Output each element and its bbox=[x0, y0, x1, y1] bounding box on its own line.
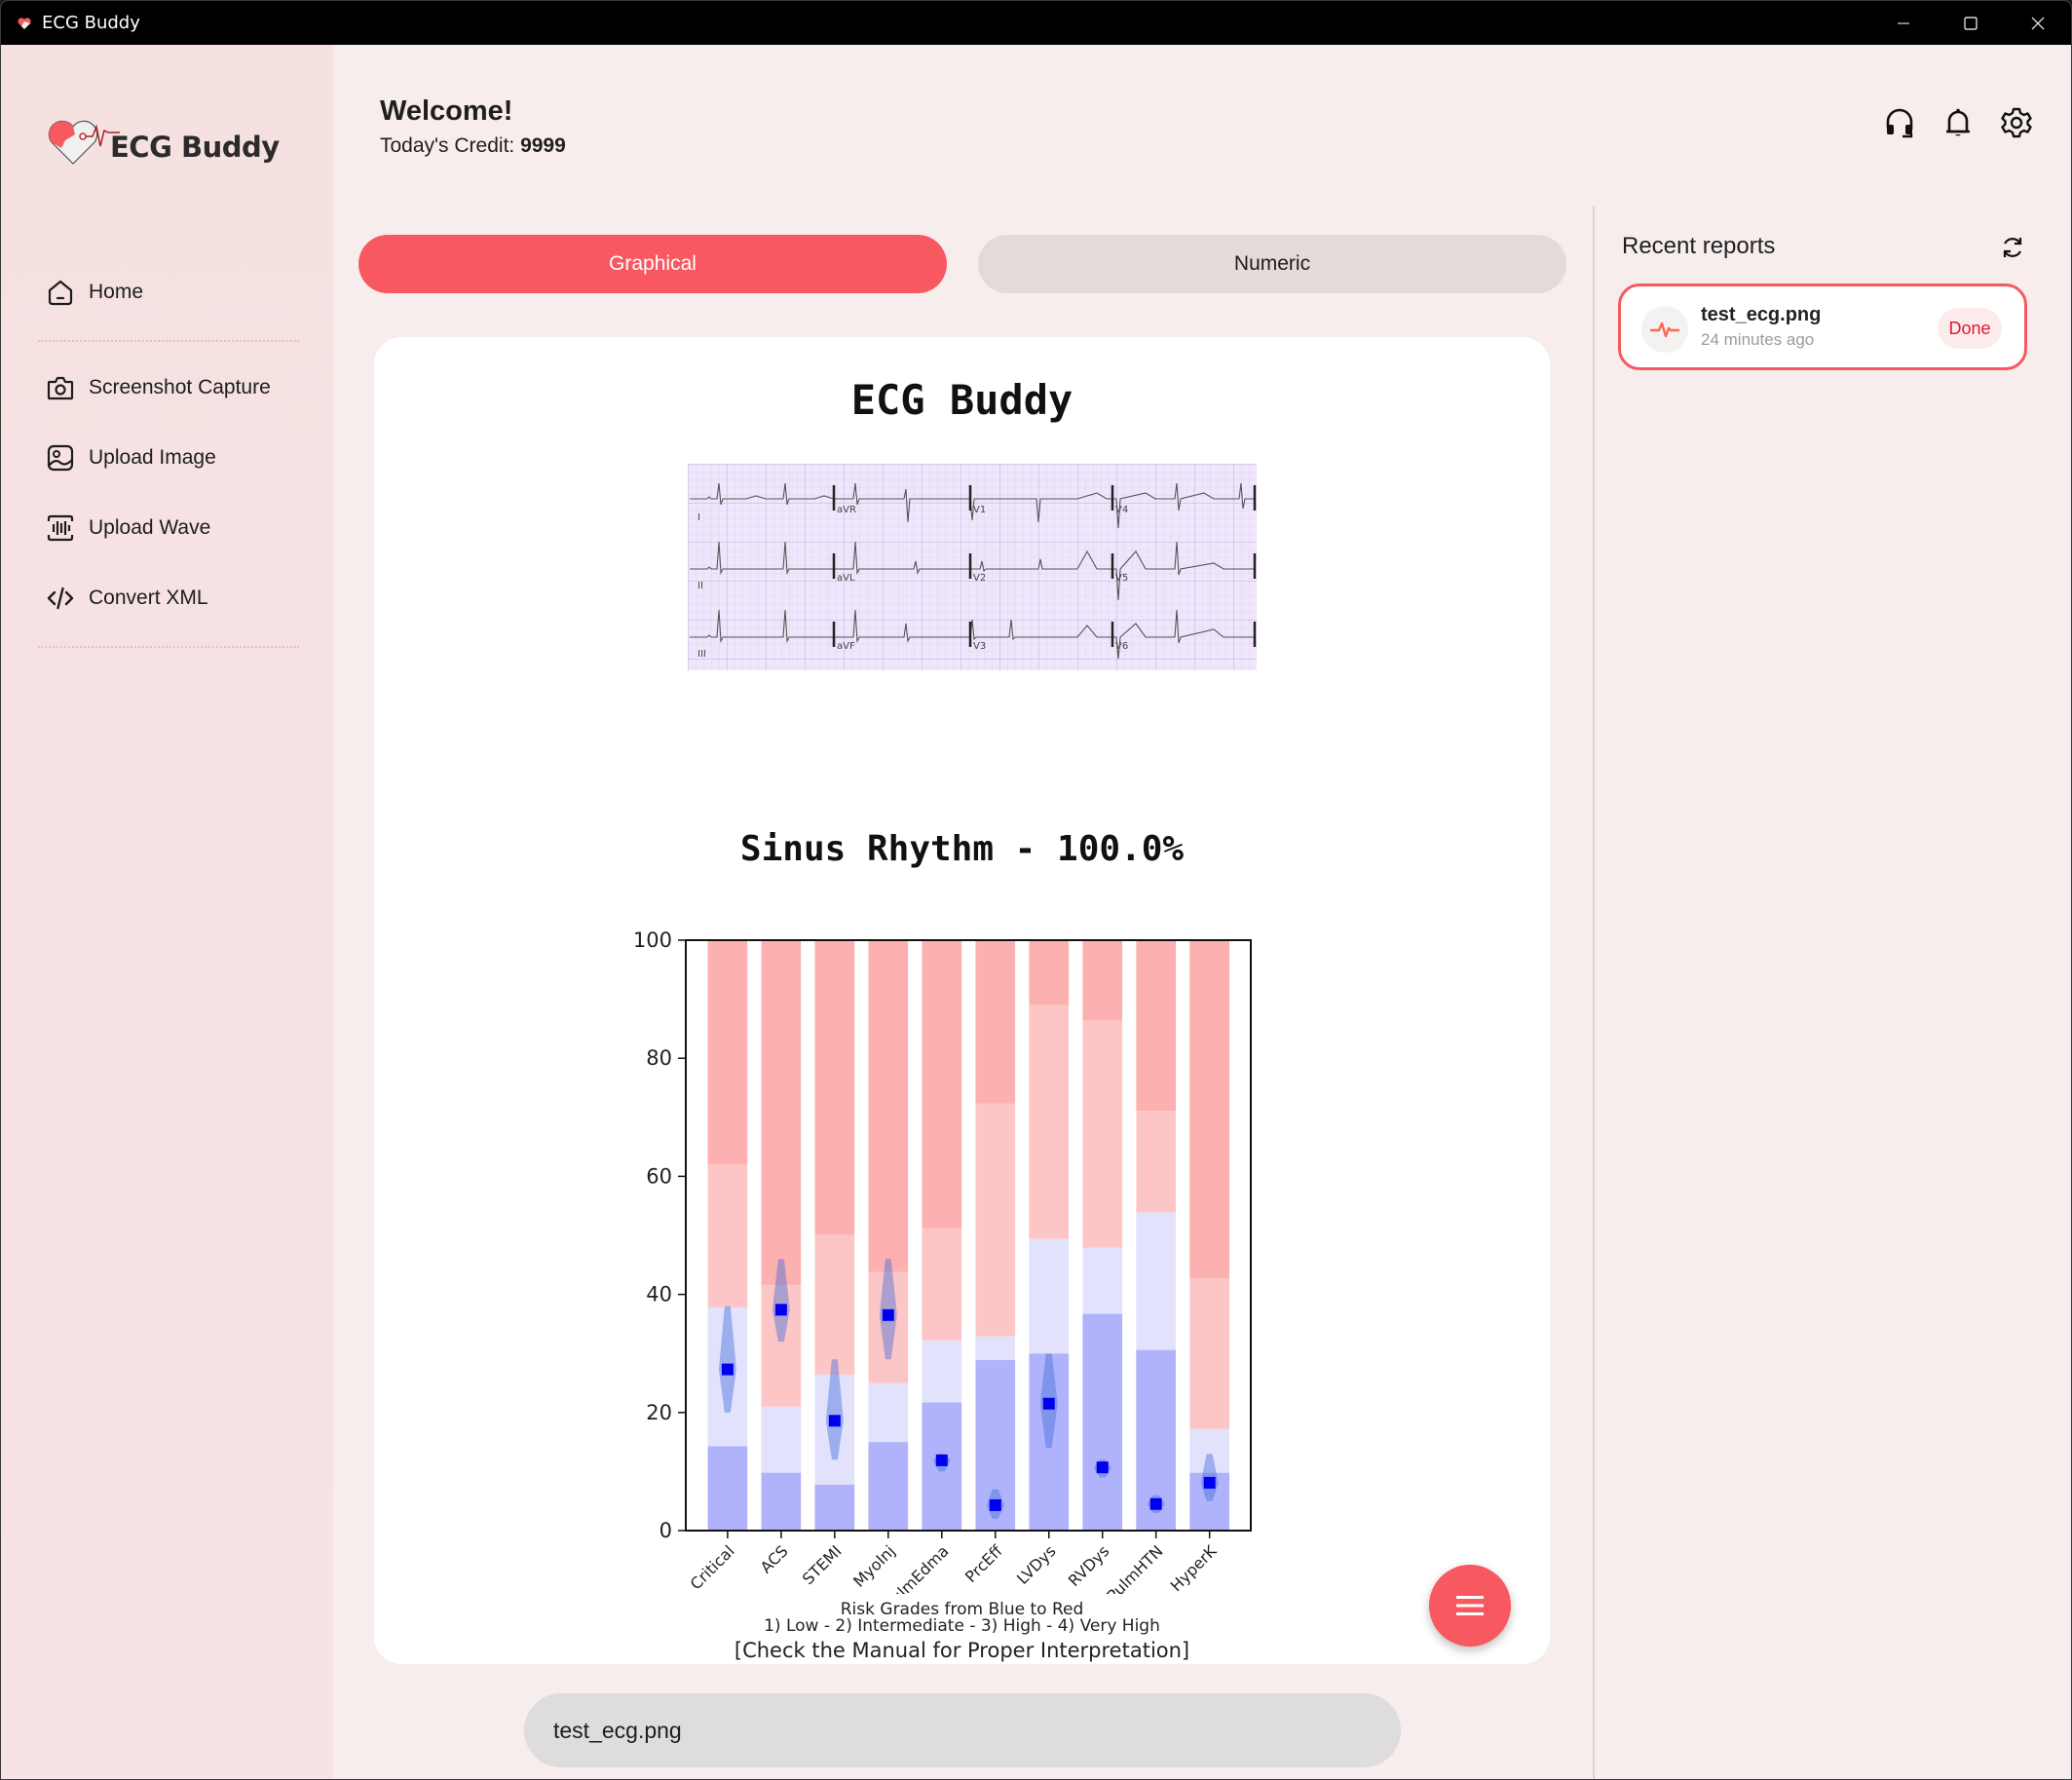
app-heart-icon bbox=[18, 17, 31, 29]
file-name-input[interactable] bbox=[524, 1693, 1401, 1767]
maximize-button[interactable] bbox=[1937, 1, 2004, 45]
refresh-button[interactable] bbox=[1998, 233, 2027, 262]
sidebar-item-upload-image[interactable]: Upload Image bbox=[46, 438, 216, 477]
svg-text:Critical: Critical bbox=[687, 1541, 738, 1593]
report-title: ECG Buddy bbox=[850, 376, 1074, 424]
svg-text:PulmHTN: PulmHTN bbox=[1103, 1541, 1166, 1594]
svg-text:20: 20 bbox=[646, 1401, 672, 1424]
svg-text:V4: V4 bbox=[1115, 505, 1128, 515]
recent-reports-panel: Recent reports test_ecg.png 24 minutes a… bbox=[1593, 206, 2071, 1779]
sidebar-divider bbox=[38, 340, 299, 342]
sidebar-item-label: Screenshot Capture bbox=[89, 376, 271, 398]
svg-text:III: III bbox=[697, 649, 706, 660]
svg-text:RVDys: RVDys bbox=[1065, 1541, 1113, 1590]
logo-heart-icon bbox=[48, 120, 120, 165]
heartbeat-icon bbox=[1650, 322, 1679, 338]
title-bar: ECG Buddy bbox=[1, 1, 2071, 45]
logo[interactable]: ECG Buddy bbox=[46, 113, 280, 168]
minimize-icon bbox=[1897, 22, 1909, 23]
ecg-lead-labels: I aVR V1 V4 II aVL V2 V5 III aVF V3 V6 bbox=[697, 505, 1128, 660]
svg-text:II: II bbox=[697, 581, 703, 591]
chart-bars bbox=[707, 940, 1230, 1531]
sidebar-item-home[interactable]: Home bbox=[46, 273, 143, 312]
svg-text:ACS: ACS bbox=[757, 1541, 792, 1576]
svg-text:V2: V2 bbox=[973, 573, 986, 584]
report-avatar bbox=[1641, 306, 1688, 353]
credit-text: Today's Credit: 9999 bbox=[380, 134, 566, 158]
svg-text:V6: V6 bbox=[1115, 641, 1128, 652]
chart-caption-grades: 1) Low - 2) Intermediate - 3) High - 4) … bbox=[764, 1616, 1160, 1636]
svg-text:aVF: aVF bbox=[837, 641, 855, 652]
svg-text:V5: V5 bbox=[1115, 573, 1128, 584]
close-button[interactable] bbox=[2004, 1, 2071, 45]
camera-icon bbox=[46, 373, 75, 402]
svg-text:100: 100 bbox=[633, 928, 672, 952]
sidebar: ECG Buddy Home Screenshot Capture Upload… bbox=[1, 45, 333, 1779]
tab-graphical[interactable]: Graphical bbox=[358, 235, 947, 293]
chart-caption-manual: [Check the Manual for Proper Interpretat… bbox=[734, 1639, 1190, 1662]
view-tabs: Graphical Numeric bbox=[358, 235, 1566, 293]
settings-button[interactable] bbox=[1999, 105, 2034, 140]
svg-text:V3: V3 bbox=[973, 641, 986, 652]
recent-reports-title: Recent reports bbox=[1622, 233, 1776, 259]
window-title: ECG Buddy bbox=[42, 13, 140, 33]
svg-text:80: 80 bbox=[646, 1046, 672, 1070]
sidebar-item-label: Home bbox=[89, 281, 144, 303]
svg-text:aVL: aVL bbox=[837, 573, 855, 584]
chart-caption-title: Risk Grades from Blue to Red bbox=[840, 1600, 1084, 1619]
svg-text:I: I bbox=[697, 512, 700, 523]
home-icon bbox=[46, 278, 75, 307]
sidebar-item-label: Upload Image bbox=[89, 446, 216, 469]
rhythm-title: Sinus Rhythm - 100.0% bbox=[739, 829, 1185, 869]
svg-text:aVR: aVR bbox=[837, 505, 856, 515]
svg-text:PrcEff: PrcEff bbox=[961, 1541, 1006, 1586]
welcome-heading: Welcome! bbox=[380, 95, 513, 127]
image-icon bbox=[46, 443, 75, 473]
minimize-button[interactable] bbox=[1869, 1, 1937, 45]
sidebar-item-upload-wave[interactable]: Upload Wave bbox=[46, 509, 210, 548]
sidebar-item-screenshot-capture[interactable]: Screenshot Capture bbox=[46, 368, 271, 407]
menu-icon bbox=[1456, 1596, 1484, 1615]
refresh-icon bbox=[2003, 238, 2022, 257]
svg-text:HyperK: HyperK bbox=[1167, 1541, 1221, 1594]
report-file-name: test_ecg.png bbox=[1701, 304, 1822, 325]
status-badge: Done bbox=[1938, 308, 2002, 349]
svg-text:LVDys: LVDys bbox=[1013, 1541, 1060, 1588]
svg-text:V1: V1 bbox=[973, 505, 986, 515]
support-button[interactable] bbox=[1882, 105, 1917, 140]
close-icon bbox=[2031, 17, 2044, 29]
svg-text:40: 40 bbox=[646, 1283, 672, 1307]
credit-label: Today's Credit: bbox=[380, 134, 521, 157]
recent-report-item[interactable]: test_ecg.png 24 minutes ago Done bbox=[1618, 284, 2027, 370]
credit-value: 9999 bbox=[520, 134, 566, 157]
sidebar-item-label: Convert XML bbox=[89, 587, 208, 609]
waveform-icon bbox=[46, 513, 75, 543]
notifications-button[interactable] bbox=[1940, 105, 1976, 140]
maximize-icon bbox=[1963, 16, 1978, 30]
sidebar-divider bbox=[38, 646, 299, 648]
main-content: Graphical Numeric ECG Buddy bbox=[333, 206, 1593, 1779]
report-timestamp: 24 minutes ago bbox=[1701, 330, 1815, 349]
gear-icon bbox=[2001, 107, 2032, 138]
headset-icon bbox=[1886, 108, 1913, 138]
menu-fab-button[interactable] bbox=[1429, 1565, 1511, 1647]
bell-icon bbox=[1946, 108, 1970, 136]
sidebar-item-label: Upload Wave bbox=[89, 516, 211, 539]
logo-text: ECG Buddy bbox=[110, 131, 280, 164]
ecg-image: I aVR V1 V4 II aVL V2 V5 III aVF V3 V6 bbox=[688, 464, 1257, 670]
tab-numeric[interactable]: Numeric bbox=[978, 235, 1566, 293]
svg-text:STEMI: STEMI bbox=[799, 1541, 846, 1588]
code-icon bbox=[46, 584, 75, 613]
header: Welcome! Today's Credit: 9999 bbox=[333, 45, 2071, 206]
sidebar-item-convert-xml[interactable]: Convert XML bbox=[46, 579, 208, 618]
svg-text:0: 0 bbox=[659, 1519, 672, 1542]
report-view: ECG Buddy bbox=[374, 337, 1550, 1664]
svg-text:60: 60 bbox=[646, 1164, 672, 1188]
svg-text:MyoInj: MyoInj bbox=[849, 1541, 898, 1590]
